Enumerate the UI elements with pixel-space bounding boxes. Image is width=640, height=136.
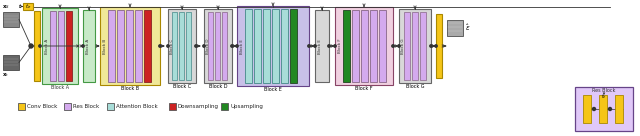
Text: Block A: Block A [51, 85, 69, 90]
Text: Block C: Block C [173, 84, 191, 89]
Text: $t_e$: $t_e$ [25, 2, 31, 11]
Text: Block G: Block G [406, 84, 424, 89]
Circle shape [314, 45, 316, 47]
Bar [3, 55, 19, 70]
Circle shape [203, 45, 205, 47]
Circle shape [398, 45, 400, 47]
Text: Res Block: Res Block [592, 88, 616, 93]
Bar [179, 12, 184, 80]
Bar [66, 11, 72, 81]
Text: Block C: Block C [170, 38, 174, 54]
Text: $t_e$: $t_e$ [601, 92, 607, 101]
Circle shape [328, 45, 330, 47]
Text: Block G: Block G [401, 38, 405, 54]
Bar [172, 12, 177, 80]
Bar [335, 7, 393, 85]
Bar [34, 11, 40, 81]
Bar [3, 12, 19, 27]
Circle shape [82, 45, 84, 47]
Bar [361, 10, 368, 82]
Text: Block E: Block E [318, 38, 322, 53]
Circle shape [29, 44, 33, 48]
Text: Block A: Block A [45, 38, 49, 54]
Text: Block B: Block B [103, 38, 107, 54]
Bar [352, 10, 359, 82]
Bar [599, 95, 607, 123]
Circle shape [392, 45, 394, 47]
Bar [100, 7, 160, 85]
Bar [447, 20, 463, 36]
Text: Attention Block: Attention Block [116, 104, 157, 109]
Circle shape [159, 45, 161, 47]
Circle shape [195, 45, 197, 47]
Bar [23, 3, 33, 10]
Text: $t$: $t$ [18, 2, 22, 10]
Circle shape [308, 45, 310, 47]
Bar [615, 95, 623, 123]
Circle shape [236, 45, 238, 47]
Text: Block D: Block D [209, 84, 227, 89]
Bar [107, 103, 114, 110]
Text: $\mathbf{x}_t$: $\mathbf{x}_t$ [2, 71, 9, 79]
Text: Block B: Block B [121, 86, 139, 91]
Circle shape [167, 45, 169, 47]
Text: Block D: Block D [206, 38, 210, 54]
Text: Downsampling: Downsampling [178, 104, 219, 109]
Circle shape [430, 45, 432, 47]
Bar [370, 10, 377, 82]
Bar [204, 9, 232, 83]
Bar [42, 8, 78, 84]
Bar [186, 12, 191, 80]
Text: $\hat{\epsilon}$: $\hat{\epsilon}$ [465, 23, 470, 33]
Circle shape [435, 45, 437, 47]
Bar [64, 103, 71, 110]
Bar [135, 10, 142, 82]
Bar [222, 12, 227, 80]
Text: Block F: Block F [338, 39, 342, 53]
Bar [168, 9, 196, 83]
Bar [315, 10, 329, 82]
Text: Conv Block: Conv Block [27, 104, 58, 109]
Circle shape [231, 45, 233, 47]
Bar [379, 10, 386, 82]
Text: Block E: Block E [264, 87, 282, 92]
Bar [83, 10, 95, 82]
Bar [50, 11, 56, 81]
Bar [281, 9, 288, 83]
Text: Block F: Block F [355, 86, 372, 91]
Text: Res Block: Res Block [73, 104, 99, 109]
Circle shape [609, 107, 611, 110]
Bar [575, 87, 633, 131]
Bar [254, 9, 261, 83]
Circle shape [39, 45, 41, 47]
Bar [126, 10, 133, 82]
Bar [245, 9, 252, 83]
Text: $\mathbf{x}_S$: $\mathbf{x}_S$ [2, 3, 10, 11]
Bar [420, 12, 426, 80]
Bar [215, 12, 220, 80]
Bar [272, 9, 279, 83]
Text: Upsampling: Upsampling [230, 104, 263, 109]
Bar [144, 10, 151, 82]
Bar [58, 11, 64, 81]
Bar [436, 14, 442, 78]
Bar [263, 9, 270, 83]
Bar [208, 12, 213, 80]
Text: Block E: Block E [240, 38, 244, 53]
Circle shape [334, 45, 336, 47]
Bar [237, 6, 309, 86]
Bar [108, 10, 115, 82]
Bar [169, 103, 176, 110]
Bar [583, 95, 591, 123]
Bar [404, 12, 410, 80]
Bar [290, 9, 297, 83]
Circle shape [593, 107, 595, 110]
Bar [343, 10, 350, 82]
Bar [399, 9, 431, 83]
Bar [117, 10, 124, 82]
Bar [412, 12, 418, 80]
Bar [221, 103, 228, 110]
Text: Block A: Block A [86, 38, 90, 54]
Bar [18, 103, 25, 110]
